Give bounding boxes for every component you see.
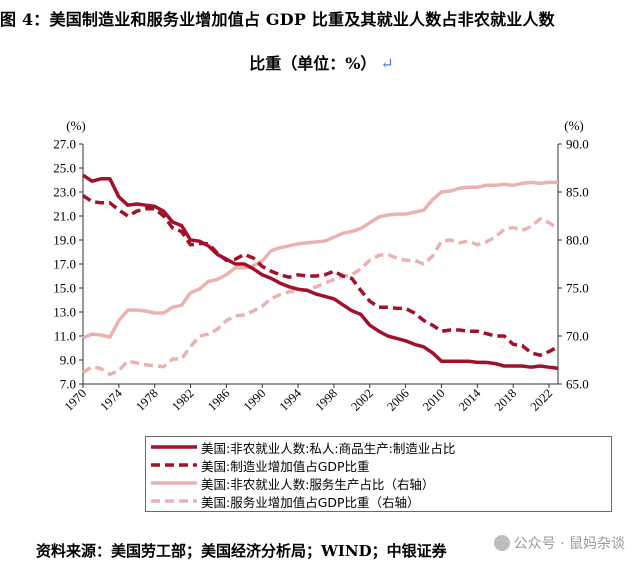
- legend-item-services-employment: 美国:非农就业人数:服务生产占比（右轴）: [146, 475, 435, 492]
- x-tick-label: 1998: [312, 386, 340, 414]
- series-line-1: [82, 194, 559, 357]
- legend-swatch-solid-dark: [151, 445, 197, 449]
- left-tick-label: 7.0: [60, 377, 76, 392]
- x-tick-label: 2010: [420, 386, 448, 414]
- legend-swatch-dashed-dark: [151, 463, 197, 467]
- x-tick-label: 1978: [133, 386, 161, 414]
- x-tick-label: 1982: [169, 386, 197, 414]
- left-tick-label: 9.0: [60, 353, 76, 368]
- right-tick-label: 65.0: [566, 377, 589, 392]
- legend-label: 美国:非农就业人数:私人:商品生产:制造业占比: [201, 440, 456, 456]
- legend-item-services-gdp: 美国:服务业增加值占GDP比重（右轴）: [146, 493, 420, 510]
- left-tick-label: 23.0: [53, 185, 76, 200]
- watermark-text: 公众号 · 鼠妈杂谈: [513, 536, 625, 552]
- left-tick-label: 21.0: [53, 209, 76, 224]
- left-tick-label: 15.0: [53, 281, 76, 296]
- legend-label: 美国:制造业增加值占GDP比重: [201, 458, 370, 474]
- left-tick-label: 11.0: [54, 329, 76, 344]
- right-tick-label: 70.0: [566, 329, 589, 344]
- right-tick-label: 85.0: [566, 185, 589, 200]
- x-tick-label: 1986: [205, 386, 233, 414]
- x-tick-label: 2018: [492, 386, 520, 414]
- right-axis-unit: (%): [564, 118, 584, 133]
- x-tick-label: 1994: [277, 386, 305, 414]
- figure-title-line2: 比重（单位：%） ↵: [249, 54, 394, 73]
- legend-label: 美国:服务业增加值占GDP比重（右轴）: [201, 494, 420, 510]
- x-tick-label: 2014: [456, 386, 484, 414]
- legend-item-manufacturing-gdp: 美国:制造业增加值占GDP比重: [146, 457, 370, 474]
- x-tick-label: 1990: [241, 386, 269, 414]
- watermark: 公众号 · 鼠妈杂谈: [493, 533, 625, 553]
- figure-title: 图 4：美国制造业和服务业增加值占 GDP 比重及其就业人数占非农就业人数: [0, 10, 555, 29]
- right-tick-label: 75.0: [566, 281, 589, 296]
- right-tick-label: 90.0: [566, 137, 589, 152]
- left-tick-label: 25.0: [53, 161, 76, 176]
- return-mark: ↵: [380, 54, 394, 73]
- series-line-0: [82, 173, 559, 371]
- left-tick-label: 13.0: [53, 305, 76, 320]
- right-tick-label: 80.0: [566, 233, 589, 248]
- chart-legend: 美国:非农就业人数:私人:商品生产:制造业占比 美国:制造业增加值占GDP比重 …: [145, 436, 612, 512]
- x-tick-label: 2022: [528, 386, 556, 414]
- left-tick-label: 17.0: [53, 257, 76, 272]
- legend-swatch-solid-light: [151, 481, 197, 485]
- legend-label: 美国:非农就业人数:服务生产占比（右轴）: [201, 476, 435, 492]
- x-tick-label: 2002: [348, 386, 376, 414]
- legend-item-manufacturing-employment: 美国:非农就业人数:私人:商品生产:制造业占比: [146, 439, 456, 456]
- legend-swatch-dashed-light: [151, 499, 197, 503]
- left-tick-label: 27.0: [53, 137, 76, 152]
- wechat-icon: [493, 535, 510, 551]
- left-axis-unit: (%): [66, 118, 86, 133]
- series-line-3: [82, 217, 559, 377]
- series-line-2: [82, 180, 558, 340]
- left-tick-label: 19.0: [53, 233, 76, 248]
- x-tick-label: 1974: [97, 386, 125, 414]
- source-note: 资料来源：美国劳工部；美国经济分析局；WIND；中银证券: [36, 542, 447, 560]
- x-tick-label: 2006: [384, 386, 412, 414]
